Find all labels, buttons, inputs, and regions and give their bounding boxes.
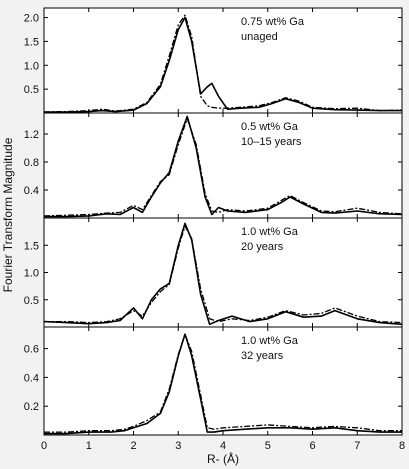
panel-annotation: 0.75 wt% Ga xyxy=(241,16,305,28)
x-tick-label: 2 xyxy=(130,440,136,452)
x-tick-label: 6 xyxy=(309,440,315,452)
y-tick-label: 2.0 xyxy=(24,13,39,25)
y-tick-label: 0.4 xyxy=(24,185,39,197)
x-axis: 0 1 2 3 4 5 6 7 8 xyxy=(41,440,405,452)
panel-annotation: unaged xyxy=(241,31,278,43)
y-tick-label: 1.0 xyxy=(24,268,39,280)
panels: 0.51.01.52.0 0.75 wt% Gaunaged0.40.81.20.… xyxy=(24,7,403,436)
panel-annotation: 1.0 wt% Ga xyxy=(241,335,299,347)
y-tick-label: 0.8 xyxy=(24,157,39,169)
series-solid-line xyxy=(43,222,403,326)
x-tick-label: 1 xyxy=(86,440,92,452)
panel-4: 0.2 0.4 0.6 1.0 wt% Ga 32 years xyxy=(24,326,403,436)
panel-3: 0.5 1.0 1.5 1.0 wt% Ga 20 years xyxy=(24,217,403,328)
series-dashed-line xyxy=(43,117,403,217)
y-tick-label: 0.2 xyxy=(24,401,39,413)
y-tick-label: 1.0 xyxy=(24,60,39,72)
panel-annotation: 1.0 wt% Ga xyxy=(241,226,299,238)
series-dashed-line xyxy=(44,333,402,433)
series-dashed-line xyxy=(44,225,403,324)
panel-annotation: 0.5 wt% Ga xyxy=(241,121,299,133)
panel-frame xyxy=(43,326,403,436)
panel-frame xyxy=(43,7,403,114)
x-tick-label: 8 xyxy=(399,440,405,452)
x-tick-label: 0 xyxy=(41,440,47,452)
x-tick-label: 7 xyxy=(354,440,360,452)
x-tick-label: 4 xyxy=(220,440,226,452)
x-tick-label: 5 xyxy=(265,440,271,452)
panel-annotation: 20 years xyxy=(241,241,284,253)
panel-annotation: 10–15 years xyxy=(241,136,302,148)
series-solid-line xyxy=(44,333,402,435)
panel-2: 0.4 0.8 1.2 0.5 wt% Ga 10–15 years xyxy=(24,112,403,219)
panel-frame xyxy=(43,112,403,219)
y-tick-label: 1.5 xyxy=(24,240,39,252)
y-tick-label: 0.6 xyxy=(24,344,39,356)
y-tick-label: 0.5 xyxy=(24,84,39,96)
y-axis-label: Fourier Transform Magnitude xyxy=(1,137,15,292)
panel-1: 0.5 1.0 1.5 2.0 0.75 wt% Ga unaged xyxy=(24,7,403,114)
series-dashed-line xyxy=(43,14,403,113)
y-tick-label: 0.4 xyxy=(24,372,39,384)
y-tick-label: 1.2 xyxy=(24,129,39,141)
x-tick-label: 3 xyxy=(175,440,181,452)
x-axis-label: R- (Å) xyxy=(207,451,239,466)
panel-annotation: 32 years xyxy=(241,350,284,362)
y-tick-label: 0.5 xyxy=(24,295,39,307)
series-solid-line xyxy=(44,115,403,218)
panel-frame xyxy=(43,217,403,328)
y-tick-label: 1.5 xyxy=(24,36,39,48)
